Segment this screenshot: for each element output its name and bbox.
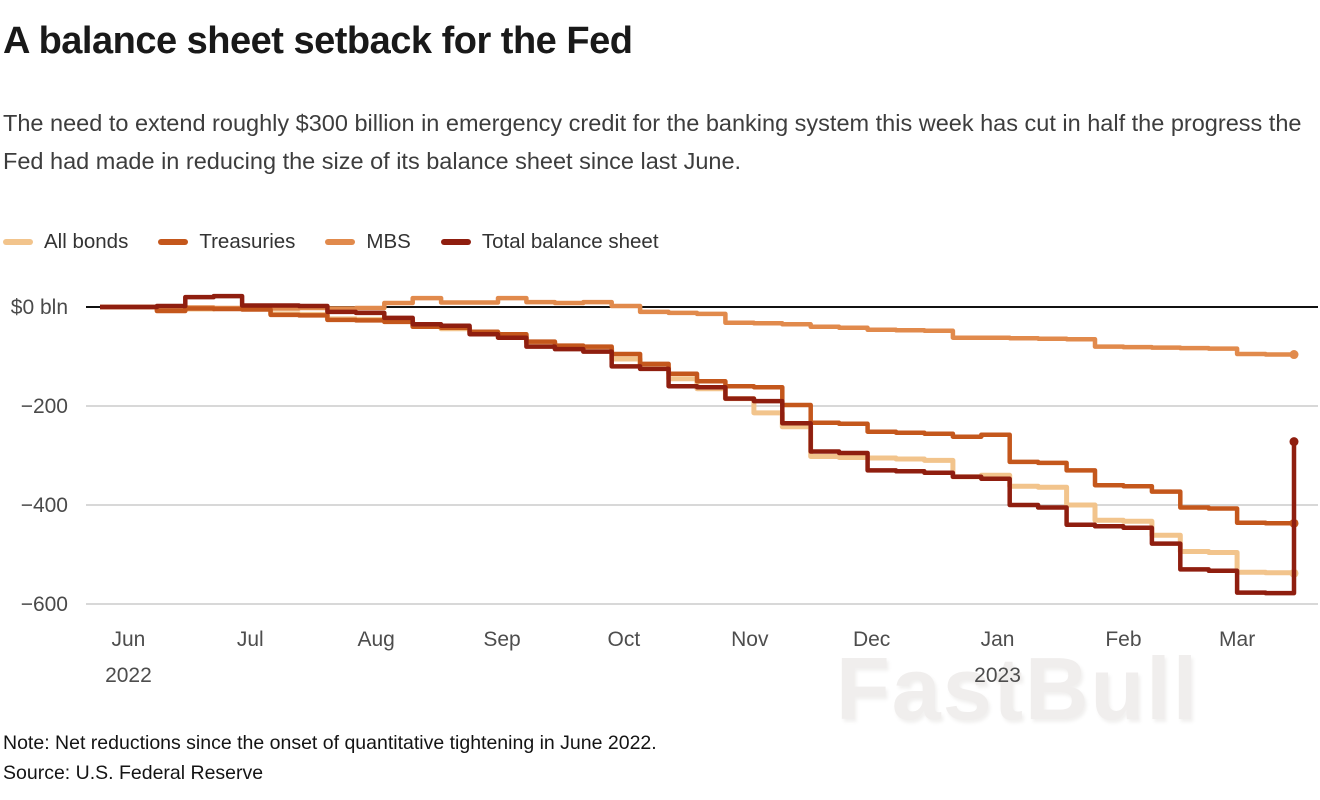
series-endpoint-treasuries	[1289, 518, 1299, 528]
x-tick-label: Jun	[111, 628, 145, 651]
x-tick-label: Oct	[608, 628, 641, 651]
chart-source: Source: U.S. Federal Reserve	[3, 762, 264, 784]
y-tick-label: $0 bln	[11, 296, 68, 319]
y-tick-label: −600	[21, 593, 68, 616]
y-tick-label: −200	[21, 395, 68, 418]
legend-label-total-balance-sheet: Total balance sheet	[481, 230, 659, 253]
legend-item-mbs: MBS	[325, 230, 411, 254]
series-endpoint-mbs	[1289, 350, 1299, 360]
legend-item-all-bonds: All bonds	[3, 230, 128, 254]
series-endpoint-total-balance-sheet	[1289, 437, 1299, 447]
x-tick-label: Jul	[237, 628, 264, 651]
fastbull-watermark: FastBull	[836, 639, 1200, 738]
legend-swatch-treasuries	[158, 239, 189, 245]
series-endpoint-all-bonds	[1289, 568, 1299, 578]
series-line-all-bonds	[100, 304, 1297, 576]
legend-swatch-all-bonds	[3, 239, 33, 245]
legend-item-treasuries: Treasuries	[158, 230, 295, 254]
legend-label-treasuries: Treasuries	[199, 230, 296, 253]
x-tick-year-label: 2022	[105, 664, 152, 687]
chart-legend: All bonds Treasuries MBS Total balance shee…	[3, 224, 659, 260]
series-line-total-balance-sheet	[100, 293, 1297, 596]
x-tick-label: Aug	[357, 628, 394, 651]
legend-label-mbs: MBS	[366, 230, 411, 253]
legend-swatch-mbs	[325, 239, 356, 245]
series-line-mbs	[100, 295, 1294, 357]
y-tick-label: −400	[21, 494, 68, 517]
x-tick-label: Nov	[731, 628, 769, 651]
chart-subtitle: The need to extend roughly $300 billion …	[3, 110, 1302, 174]
page-title: A balance sheet setback for the Fed	[3, 20, 633, 62]
x-tick-label: Sep	[483, 628, 520, 651]
series-line-treasuries	[100, 304, 1294, 526]
x-tick-label: Mar	[1219, 628, 1255, 651]
legend-swatch-total-balance-sheet	[440, 239, 471, 245]
legend-item-total-balance-sheet: Total balance sheet	[440, 230, 659, 254]
legend-label-all-bonds: All bonds	[44, 230, 129, 253]
chart-note: Note: Net reductions since the onset of …	[3, 732, 657, 754]
